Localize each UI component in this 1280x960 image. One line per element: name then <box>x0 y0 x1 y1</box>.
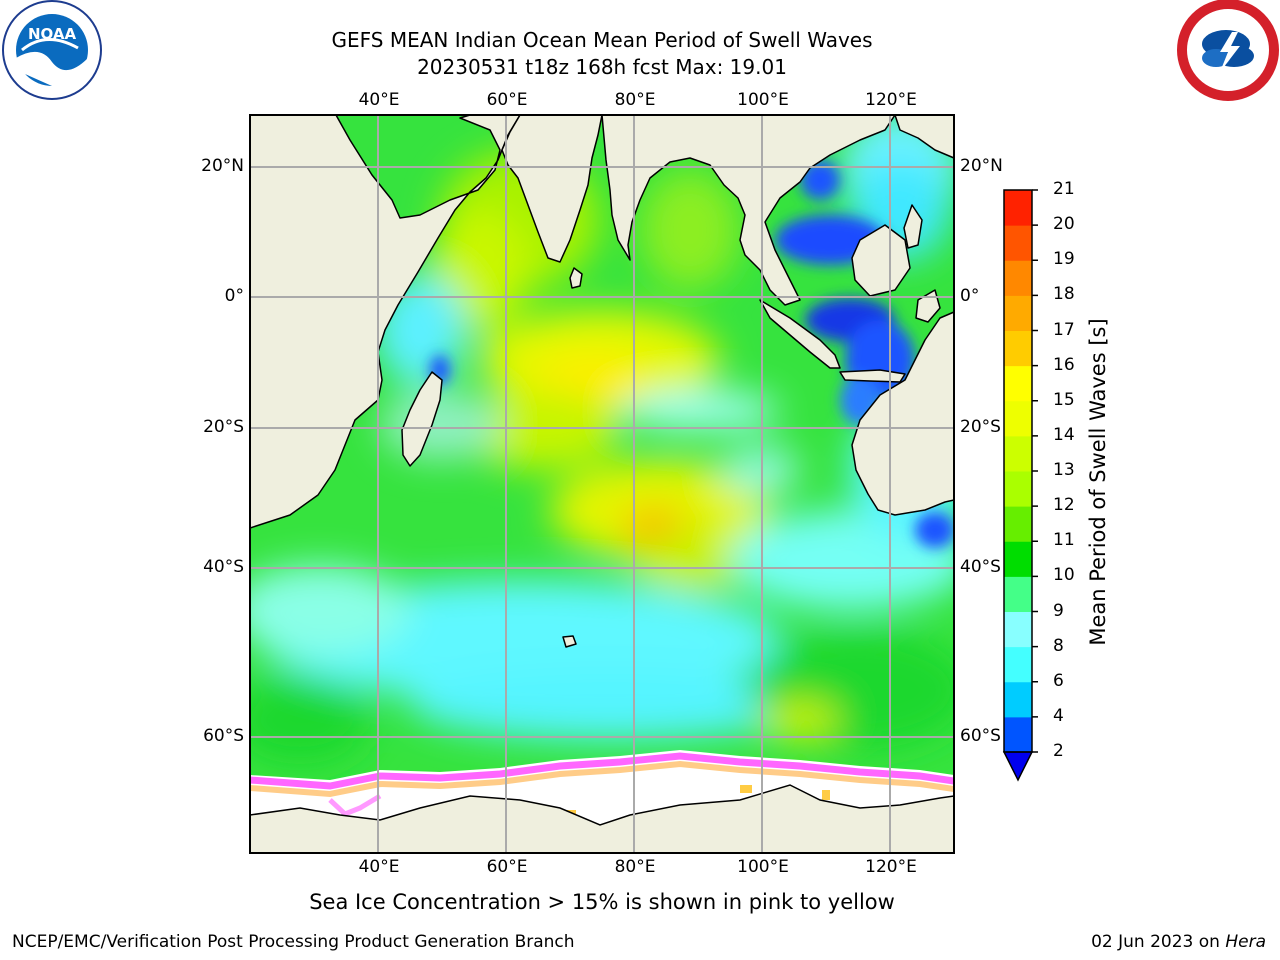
colorbar-segment <box>1004 716 1032 753</box>
lat-label-right: 20°S <box>960 417 1001 437</box>
colorbar-segment <box>1004 435 1032 472</box>
colorbar-tick-label: 14 <box>1053 424 1075 445</box>
colorbar-segment <box>1004 190 1032 226</box>
lon-label-top: 120°E <box>865 90 917 110</box>
map-area <box>250 115 954 853</box>
lat-label-right: 0° <box>960 286 980 306</box>
noaa-logo-icon: NOAA <box>2 0 102 100</box>
lat-label-left: 20°S <box>203 417 244 437</box>
colorbar-label: Mean Period of Swell Waves [s] <box>1086 318 1110 646</box>
lat-label-left: 20°N <box>201 156 244 176</box>
antarctica <box>250 784 954 853</box>
nws-logo-icon <box>1177 0 1279 101</box>
colorbar-tick-label: 12 <box>1053 495 1075 516</box>
lat-label-right: 60°S <box>960 726 1001 746</box>
colorbar-segment <box>1004 365 1032 402</box>
colorbar-segment <box>1004 225 1032 261</box>
lon-label-bottom: 60°E <box>486 857 528 877</box>
lat-label-right: 20°N <box>960 156 1003 176</box>
lat-label-left: 40°S <box>203 557 244 577</box>
colorbar-segment <box>1004 330 1032 367</box>
colorbar-tick-label: 16 <box>1053 354 1075 375</box>
colorbar-tick-label: 17 <box>1053 319 1075 340</box>
sea-ice-caption: Sea Ice Concentration > 15% is shown in … <box>309 890 895 914</box>
colorbar-segment <box>1004 260 1032 296</box>
colorbar-segment <box>1004 646 1032 683</box>
lon-label-bottom: 100°E <box>737 857 789 877</box>
chart-title: GEFS MEAN Indian Ocean Mean Period of Sw… <box>331 28 873 52</box>
footer-date-text: 02 Jun 2023 on <box>1091 932 1226 952</box>
lon-label-bottom: 40°E <box>358 857 400 877</box>
colorbar-tick-label: 6 <box>1053 670 1064 691</box>
lon-label-top: 60°E <box>486 90 528 110</box>
colorbar-extend-arrow <box>1002 751 1034 782</box>
footer-machine: Hera <box>1225 932 1266 952</box>
colorbar-tick-label: 4 <box>1053 705 1064 726</box>
colorbar-segment <box>1004 541 1032 577</box>
colorbar-tick-label: 10 <box>1053 565 1075 586</box>
colorbar <box>1002 189 1038 782</box>
graticule <box>250 115 954 853</box>
colorbar-tick-label: 18 <box>1053 284 1075 305</box>
lat-label-left: 60°S <box>203 726 244 746</box>
noaa-logo-text: NOAA <box>28 25 77 43</box>
colorbar-segment <box>1004 471 1032 507</box>
colorbar-segment <box>1004 506 1032 542</box>
lat-label-left: 0° <box>224 286 244 306</box>
colorbar-tick-label: 21 <box>1053 179 1075 199</box>
colorbar-segment <box>1004 611 1032 648</box>
colorbar-tick-label: 13 <box>1053 460 1075 480</box>
colorbar-segment <box>1004 400 1032 437</box>
footer-date: 02 Jun 2023 on Hera <box>1091 932 1266 952</box>
colorbar-tick-label: 19 <box>1053 249 1075 270</box>
lon-label-top: 40°E <box>358 90 400 110</box>
lon-label-top: 80°E <box>614 90 656 110</box>
lon-label-bottom: 80°E <box>614 857 656 877</box>
colorbar-segment <box>1004 295 1032 331</box>
lon-label-bottom: 120°E <box>865 857 917 877</box>
colorbar-segment <box>1004 681 1032 718</box>
map-frame <box>249 114 955 854</box>
colorbar-tick-label: 9 <box>1053 600 1064 621</box>
lon-label-top: 100°E <box>737 90 789 110</box>
colorbar-tick-label: 15 <box>1053 389 1075 410</box>
colorbar-tick-label: 11 <box>1053 530 1075 551</box>
lat-label-right: 40°S <box>960 557 1001 577</box>
colorbar-tick-label: 20 <box>1053 214 1075 235</box>
colorbar-tick-label: 8 <box>1053 635 1064 656</box>
chart-subtitle: 20230531 t18z 168h fcst Max: 19.01 <box>417 55 787 79</box>
colorbar-tick-label: 2 <box>1053 741 1064 761</box>
colorbar-segment <box>1004 576 1032 612</box>
footer-credit: NCEP/EMC/Verification Post Processing Pr… <box>12 932 575 952</box>
